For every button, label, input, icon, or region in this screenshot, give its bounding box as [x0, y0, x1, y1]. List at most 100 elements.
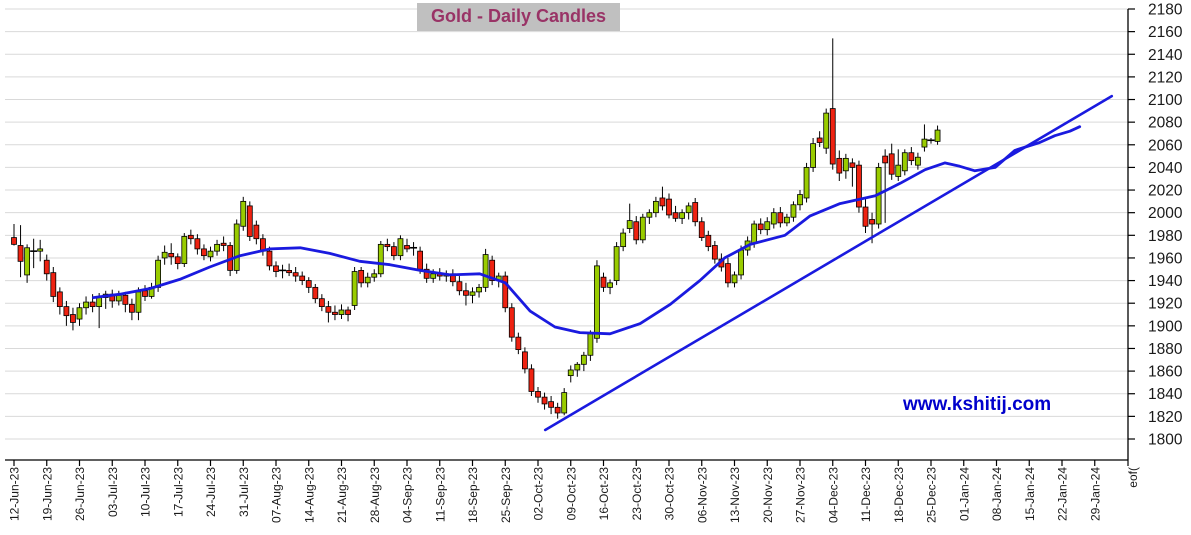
candle-down — [17, 245, 24, 262]
candle-down — [869, 219, 875, 225]
y-tick-label: 1960 — [1148, 250, 1183, 267]
x-tick-label: 27-Nov-23 — [794, 467, 808, 523]
candle-down — [888, 153, 895, 175]
candle-up — [155, 259, 162, 288]
y-tick-label: 1800 — [1148, 432, 1183, 449]
candle-down — [384, 243, 391, 248]
candle-down — [312, 286, 319, 300]
x-tick-label: 16-Oct-23 — [597, 467, 611, 521]
x-tick-label: 17-Jul-23 — [171, 467, 185, 517]
candle-down — [711, 245, 718, 260]
candle-down — [849, 162, 856, 168]
candle-up — [607, 282, 613, 288]
candle-down — [89, 301, 96, 308]
candle-down — [659, 197, 666, 207]
y-tick-label: 2140 — [1148, 47, 1183, 64]
candle-down — [142, 290, 148, 297]
gridlines — [5, 8, 1128, 440]
x-tick-label: 14-Aug-23 — [302, 467, 316, 523]
candle-down — [554, 406, 561, 414]
candle-down — [305, 280, 312, 288]
candle-down — [122, 294, 129, 305]
x-axis: 12-Jun-23 19-Jun-23 26-Jun-23 03-Jul-23 10-J… — [5, 459, 1140, 523]
candle-up — [738, 249, 744, 276]
candle-up — [921, 138, 928, 148]
y-tick-label: 1820 — [1148, 409, 1183, 426]
y-tick-label: 2100 — [1148, 92, 1183, 109]
y-tick-label: 1900 — [1148, 318, 1183, 335]
candle-down — [541, 396, 548, 405]
candle-up — [895, 164, 902, 177]
x-tick-label: 11-Dec-23 — [859, 467, 873, 522]
x-tick-label: 08-Jan-24 — [990, 467, 1004, 521]
trend-line — [543, 94, 1114, 432]
candle-down — [456, 281, 463, 292]
candle-up — [797, 194, 803, 206]
candle-up — [587, 333, 594, 356]
candle-down — [187, 234, 194, 240]
candle-up — [626, 220, 633, 229]
x-tick-label: 15-Jan-24 — [1023, 467, 1037, 521]
candle-down — [698, 221, 705, 238]
candle-up — [83, 301, 89, 309]
candle-down — [508, 307, 515, 338]
candle-down — [194, 238, 201, 250]
candle-down — [70, 314, 76, 323]
candle-up — [810, 143, 816, 168]
x-tick-label: 04-Dec-23 — [826, 467, 840, 523]
candle-down — [358, 269, 365, 284]
candle-down — [325, 306, 332, 313]
candle-down — [174, 256, 181, 265]
candle-down — [522, 351, 528, 370]
x-tick-label: 13-Nov-23 — [728, 467, 742, 523]
candle-down — [423, 268, 430, 279]
candle-down — [528, 368, 535, 392]
x-tick-label: 24-Jul-23 — [204, 467, 218, 517]
candle-down — [672, 212, 679, 219]
candle-down — [292, 272, 299, 277]
watermark-link[interactable]: www.kshitij.com — [903, 394, 1052, 415]
candle-up — [24, 247, 31, 276]
x-tick-label: 18-Dec-23 — [892, 467, 906, 523]
x-tick-label: 02-Oct-23 — [532, 467, 546, 521]
candle-up — [915, 156, 921, 166]
candle-down — [666, 198, 672, 216]
candle-down — [168, 253, 175, 258]
x-tick-label: 25-Dec-23 — [925, 467, 939, 523]
candle-down — [246, 205, 253, 237]
x-tick-label: 11-Sep-23 — [433, 467, 447, 522]
candle-up — [580, 354, 587, 365]
candle-up — [685, 205, 692, 214]
candle-up — [561, 392, 568, 414]
candle-down — [757, 223, 764, 231]
candle-up — [364, 276, 371, 284]
y-tick-label: 1920 — [1148, 296, 1183, 313]
candle-down — [836, 157, 843, 174]
x-tick-label: 18-Sep-23 — [466, 467, 480, 523]
chart-title: Gold - Daily Candles — [417, 3, 621, 31]
y-tick-label: 1860 — [1148, 364, 1183, 381]
y-tick-label: 2000 — [1148, 205, 1183, 222]
candle-up — [397, 238, 404, 257]
candle-up — [679, 212, 685, 219]
x-tick-label: 23-Oct-23 — [630, 467, 644, 521]
candle-down — [332, 311, 338, 315]
candle-down — [535, 391, 541, 398]
x-tick-label: 04-Sep-23 — [401, 467, 415, 523]
candle-up — [790, 204, 797, 218]
candle-up — [653, 200, 659, 214]
candle-up — [240, 200, 247, 227]
candle-up — [469, 291, 476, 296]
candle-down — [404, 245, 410, 250]
candle-up — [803, 167, 810, 199]
candle-down — [908, 152, 915, 162]
candle-up — [574, 363, 581, 371]
candle-down — [128, 303, 135, 313]
y-tick-label: 2120 — [1148, 69, 1183, 86]
candle-up — [751, 223, 758, 244]
candle-down — [220, 242, 227, 246]
candle-up — [181, 236, 188, 265]
candle-down — [856, 164, 862, 208]
x-tick-label: 01-Jan-24 — [957, 467, 971, 521]
